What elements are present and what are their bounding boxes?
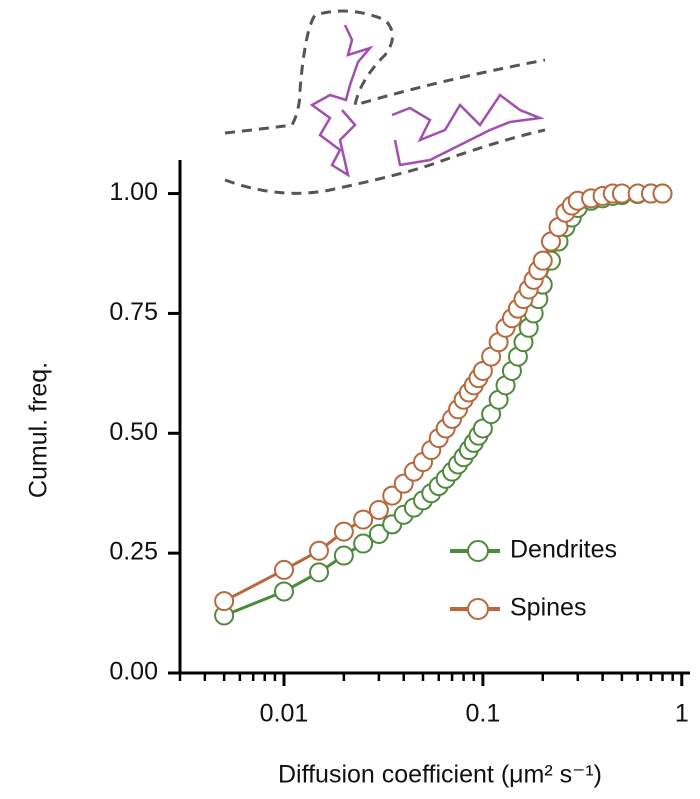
x-axis-label: Diffusion coefficient (μm² s⁻¹) <box>278 761 602 789</box>
schematic <box>224 9 546 195</box>
data-point <box>368 523 389 544</box>
y-tick-label: 0.00 <box>109 658 158 686</box>
legend-label: Spines <box>510 594 586 622</box>
data-point <box>353 509 374 530</box>
data-point <box>273 581 294 602</box>
dendrite-outline <box>224 128 546 195</box>
legend-marker <box>467 540 489 562</box>
data-point <box>652 183 673 204</box>
y-tick-label: 0.75 <box>109 298 158 326</box>
legend-marker <box>467 598 489 620</box>
trajectory <box>309 24 374 178</box>
x-tick-label: 1 <box>675 700 689 728</box>
data-point <box>532 250 553 271</box>
trajectory <box>391 93 545 167</box>
y-tick-label: 0.25 <box>109 538 158 566</box>
data-point <box>309 540 330 561</box>
data-point <box>353 533 374 554</box>
y-tick-label: 0.50 <box>109 418 158 446</box>
data-point <box>333 545 354 566</box>
y-tick-label: 1.00 <box>109 178 158 206</box>
x-tick-label: 0.01 <box>260 700 309 728</box>
data-point <box>309 562 330 583</box>
x-tick-label: 0.1 <box>465 700 500 728</box>
data-point <box>333 521 354 542</box>
data-point <box>273 559 294 580</box>
data-point <box>382 485 403 506</box>
data-point <box>368 499 389 520</box>
y-axis-label: Cumul. freq. <box>25 362 53 498</box>
data-point <box>214 591 235 612</box>
legend-label: Dendrites <box>510 536 617 564</box>
dendrite-outline <box>224 9 546 135</box>
